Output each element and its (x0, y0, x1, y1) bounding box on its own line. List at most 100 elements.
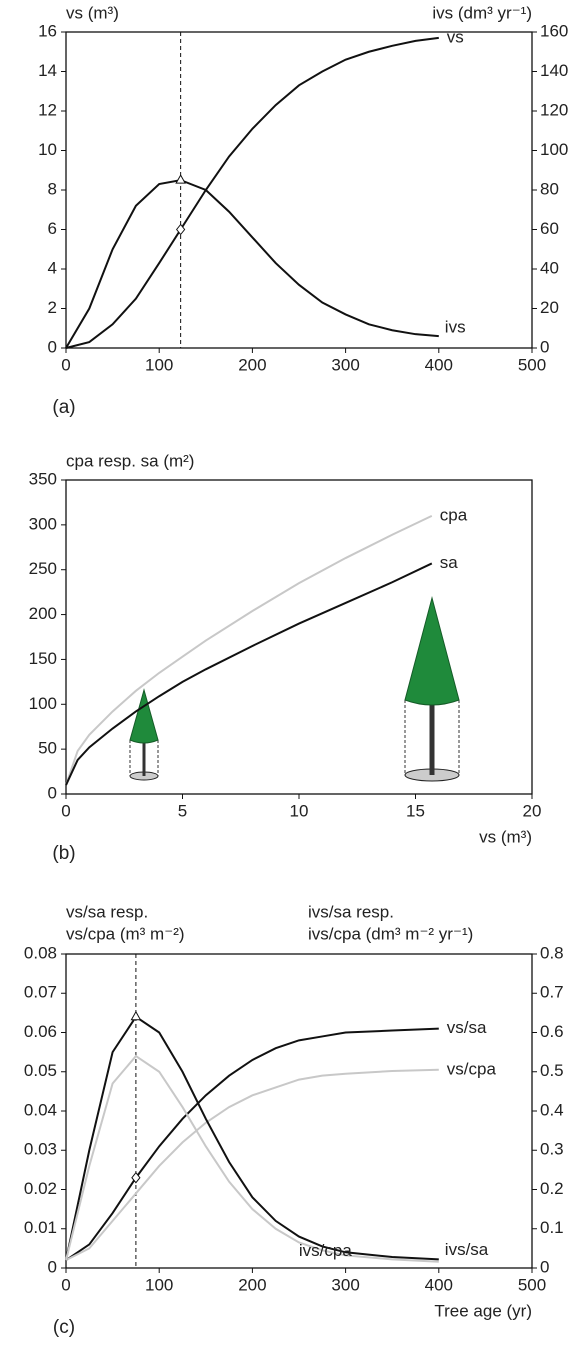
x-tick-label: 500 (518, 1275, 546, 1294)
axis-title: ivs/cpa (dm³ m⁻² yr⁻¹) (308, 924, 473, 943)
series-line (65, 1027, 439, 1261)
series-label: ivs (445, 318, 466, 337)
x-tick-label: 300 (331, 1275, 359, 1294)
x-tick-label: 20 (523, 801, 542, 820)
marker (175, 223, 186, 236)
y-tick-label: 0.08 (24, 943, 57, 962)
y-tick-label: 0.02 (24, 1179, 57, 1198)
series-label: ivs/sa (445, 1240, 489, 1259)
y-tick-label: 350 (29, 469, 57, 488)
marker (130, 1010, 142, 1021)
x-tick-label: 200 (238, 1275, 266, 1294)
y-tick-label: 50 (38, 739, 57, 758)
panel-label: (a) (52, 397, 75, 418)
axis-title: ivs/sa resp. (308, 902, 394, 921)
y2-tick-label: 0 (540, 1257, 549, 1276)
y-tick-label: 4 (48, 258, 57, 277)
y-tick-label: 0 (48, 783, 57, 802)
x-tick-label: 500 (518, 355, 546, 374)
x-tick-label: 0 (61, 355, 70, 374)
y-tick-label: 0.05 (24, 1061, 57, 1080)
y-tick-label: 0.07 (24, 983, 57, 1002)
y2-tick-label: 0.5 (540, 1061, 564, 1080)
y-tick-label: 16 (38, 21, 57, 40)
series-label: sa (440, 553, 459, 572)
y2-tick-label: 120 (540, 100, 568, 119)
series-label: vs/sa (447, 1018, 487, 1037)
y2-tick-label: 0 (540, 337, 549, 356)
y-tick-label: 0.01 (24, 1218, 57, 1237)
series-line (65, 514, 433, 786)
y-tick-label: 300 (29, 514, 57, 533)
small-tree (129, 688, 159, 781)
y-tick-label: 100 (29, 694, 57, 713)
x-tick-label: 0 (61, 801, 70, 820)
y2-tick-label: 140 (540, 61, 568, 80)
x-tick-label: 400 (425, 1275, 453, 1294)
x-tick-label: 0 (61, 1275, 70, 1294)
y2-tick-label: 40 (540, 258, 559, 277)
series-label: vs/cpa (447, 1059, 497, 1078)
y2-tick-label: 0.4 (540, 1100, 564, 1119)
series-label: vs (447, 27, 464, 46)
x-tick-label: 5 (178, 801, 187, 820)
series-line (65, 179, 439, 349)
x-tick-label: 200 (238, 355, 266, 374)
plot-frame (65, 31, 533, 349)
x-tick-label: 400 (425, 355, 453, 374)
x-tick-label: 100 (145, 355, 173, 374)
crown (404, 596, 460, 706)
axis-title: cpa resp. sa (m²) (66, 451, 194, 470)
y2-tick-label: 0.6 (540, 1022, 564, 1041)
series-label: ivs/cpa (299, 1241, 352, 1260)
y2-tick-label: 80 (540, 179, 559, 198)
y-tick-label: 12 (38, 100, 57, 119)
x-tick-label: 15 (406, 801, 425, 820)
plot-frame (65, 479, 533, 795)
y2-tick-label: 20 (540, 298, 559, 317)
x-axis-title: vs (m³) (479, 827, 532, 846)
axis-title: ivs (dm³ yr⁻¹) (432, 3, 532, 22)
y2-tick-label: 0.3 (540, 1140, 564, 1159)
y-tick-label: 0 (48, 1257, 57, 1276)
series-line (65, 562, 433, 786)
axis-title: vs/cpa (m³ m⁻²) (66, 924, 185, 943)
y2-tick-label: 0.7 (540, 983, 564, 1002)
y-tick-label: 2 (48, 298, 57, 317)
x-axis-title: Tree age (yr) (434, 1301, 532, 1320)
panel-label: (c) (53, 1317, 75, 1338)
y-tick-label: 0 (48, 337, 57, 356)
axis-title: vs/sa resp. (66, 902, 148, 921)
y-tick-label: 0.06 (24, 1022, 57, 1041)
series-line (65, 1054, 439, 1263)
y2-tick-label: 60 (540, 219, 559, 238)
y2-tick-label: 0.8 (540, 943, 564, 962)
x-tick-label: 10 (290, 801, 309, 820)
large-tree (404, 596, 460, 782)
y-tick-label: 0.04 (24, 1100, 57, 1119)
y-tick-label: 0.03 (24, 1140, 57, 1159)
series-line (65, 1015, 439, 1261)
axis-title: vs (m³) (66, 3, 119, 22)
y-tick-label: 200 (29, 604, 57, 623)
y-tick-label: 6 (48, 219, 57, 238)
y-tick-label: 8 (48, 179, 57, 198)
series-line (65, 1068, 439, 1262)
crown (129, 688, 159, 744)
panel-label: (b) (52, 843, 75, 864)
marker (175, 174, 186, 184)
x-tick-label: 300 (331, 355, 359, 374)
x-tick-label: 100 (145, 1275, 173, 1294)
y2-tick-label: 100 (540, 140, 568, 159)
y-tick-label: 10 (38, 140, 57, 159)
y2-tick-label: 160 (540, 21, 568, 40)
y-tick-label: 14 (38, 61, 57, 80)
y-tick-label: 250 (29, 559, 57, 578)
y2-tick-label: 0.1 (540, 1218, 564, 1237)
marker (131, 1171, 141, 1184)
series-label: cpa (440, 505, 468, 524)
y-tick-label: 150 (29, 649, 57, 668)
y2-tick-label: 0.2 (540, 1179, 564, 1198)
series-line (65, 36, 439, 349)
